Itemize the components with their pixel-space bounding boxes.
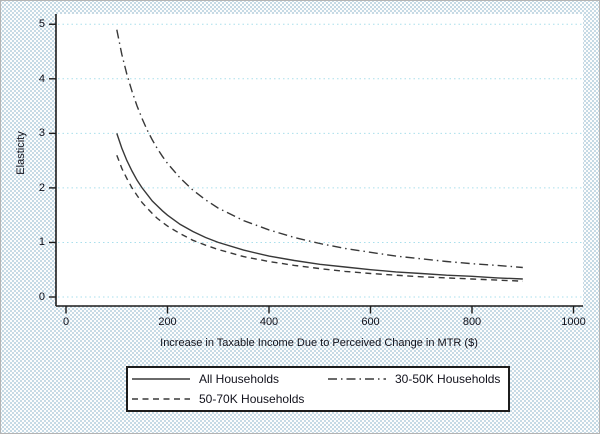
x-tick-label: 0 [62, 316, 70, 328]
legend-label: 30-50K Households [395, 372, 501, 386]
plot-area [56, 14, 583, 306]
legend-label: All Households [199, 372, 280, 386]
x-tick-label: 1000 [561, 316, 586, 328]
curve-30-50k-households [116, 29, 523, 269]
x-tick-label: 800 [462, 316, 482, 328]
gridlines [58, 23, 582, 298]
legend-box: All Households 30-50K Households 50-70K Ho… [126, 366, 510, 412]
x-tick-label: 600 [361, 316, 380, 328]
legend-line-sample-solid [132, 378, 190, 380]
data-curves [116, 29, 523, 282]
curve-all-households [116, 133, 523, 280]
legend-item: All Households [132, 370, 328, 388]
y-tick-label: 2 [38, 181, 45, 194]
y-axis-title: Elasticity [15, 131, 27, 175]
legend-line-sample-dashdot [328, 378, 386, 380]
y-tick-label: 5 [38, 18, 45, 31]
legend-item: 50-70K Households [132, 390, 328, 408]
y-tick-label: 3 [38, 127, 45, 140]
y-tick-label: 4 [38, 72, 45, 85]
legend-label: 50-70K Households [199, 392, 305, 406]
legend-item: 30-50K Households [328, 370, 504, 388]
x-axis-title: Increase in Taxable Income Due to Percei… [160, 337, 478, 349]
axis-ticks [49, 23, 575, 314]
x-tick-label: 400 [259, 316, 279, 328]
y-tick-label: 0 [38, 291, 45, 303]
legend-line-sample-dashed [132, 398, 190, 400]
y-tick-label: 1 [38, 236, 45, 249]
curve-50-70k-households [116, 154, 523, 282]
x-tick-label: 200 [158, 316, 177, 328]
axes [55, 14, 583, 307]
